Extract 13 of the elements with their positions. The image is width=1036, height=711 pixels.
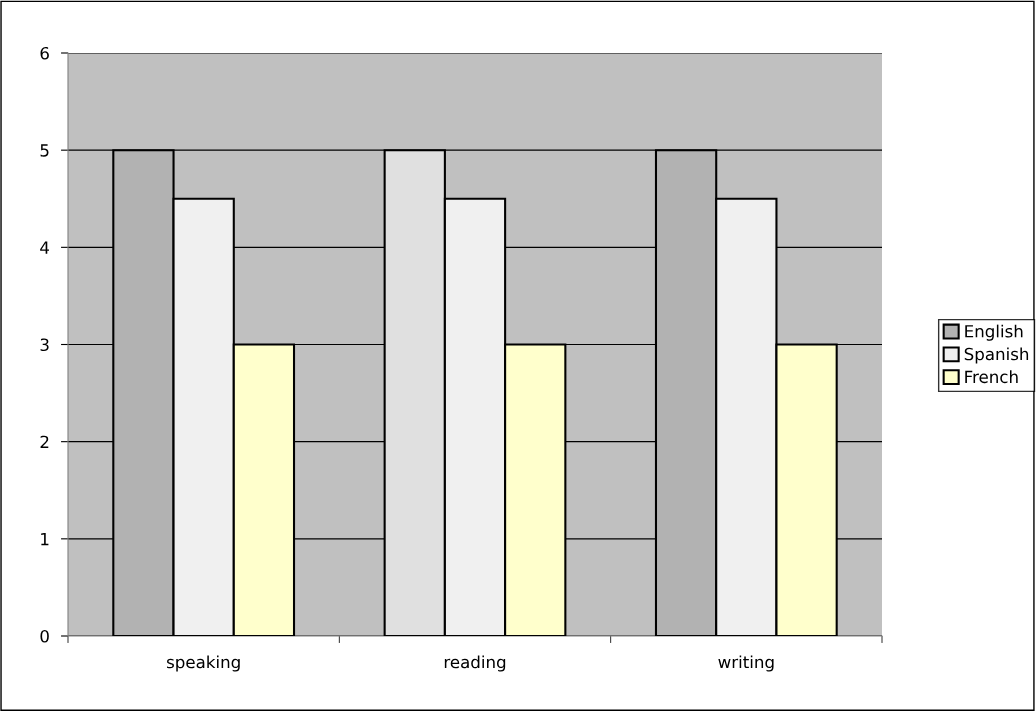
- x-tick-label: speaking: [166, 655, 240, 672]
- legend-label: English: [965, 324, 1023, 341]
- legend-label: Spanish: [964, 347, 1029, 364]
- x-tick-label: writing: [718, 655, 774, 672]
- y-tick-label: 5: [40, 144, 49, 157]
- x-tick-label: reading: [444, 655, 506, 672]
- y-tick-label: 6: [40, 46, 49, 60]
- y-tick-label: 0: [40, 629, 49, 643]
- y-tick-label: 1: [41, 533, 49, 546]
- y-tick-label: 3: [40, 338, 49, 352]
- y-tick-label: 4: [40, 241, 50, 254]
- y-tick-label: 2: [40, 435, 49, 448]
- legend-label: French: [965, 370, 1018, 384]
